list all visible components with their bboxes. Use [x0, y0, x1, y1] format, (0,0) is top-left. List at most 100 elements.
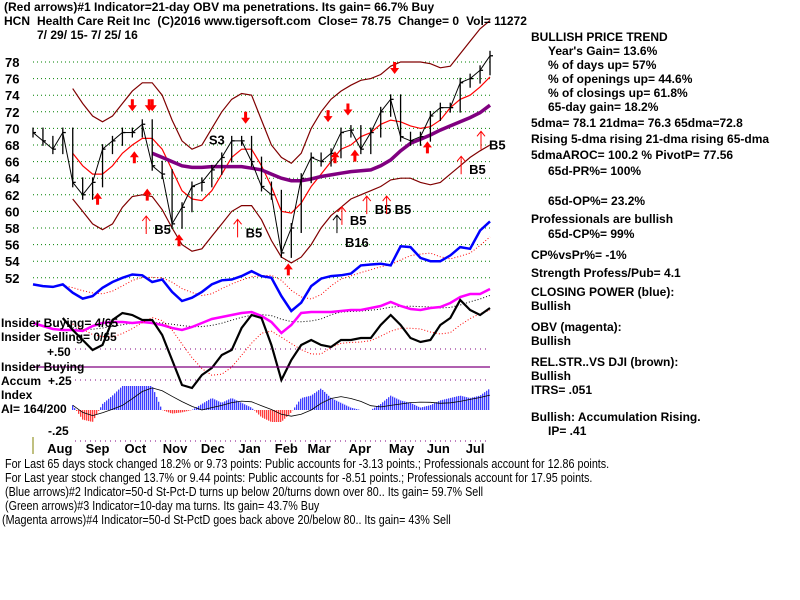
y-tick-label: 76	[5, 72, 19, 87]
sell-arrow-icon	[127, 99, 137, 112]
professionals-status: Professionals are bullish	[531, 212, 674, 226]
pr-65: 65d-PR%= 100%	[548, 164, 642, 178]
price-link	[112, 132, 123, 142]
closing-power-status: Bullish	[531, 299, 572, 313]
price-link	[469, 69, 481, 79]
signal-label: B5	[489, 137, 506, 152]
x-month-label: Apr	[349, 441, 371, 456]
x-month-label: Aug	[47, 441, 72, 456]
signal-arrow-icon	[476, 130, 486, 150]
price-link	[82, 182, 93, 196]
ip-value: IP= .41	[548, 424, 587, 438]
trend-title: BULLISH PRICE TREND	[531, 30, 668, 44]
insider-buying-count: Insider Buying= 4/65	[1, 316, 119, 330]
signal-arrow-icon	[337, 206, 347, 225]
price-link	[449, 82, 461, 108]
x-month-label: Jul	[466, 441, 485, 456]
price-link	[400, 136, 411, 142]
signal-label: B5	[246, 225, 263, 240]
buy-arrow-icon	[142, 188, 152, 201]
price-link	[390, 99, 402, 137]
upper-band-line	[72, 20, 491, 165]
price-link	[72, 182, 84, 196]
accum-label: Accum	[1, 374, 42, 388]
rising-dma: Rising 5-dma rising 21-dma rising 65-dma	[531, 132, 770, 146]
signal-label: S3	[209, 132, 225, 147]
x-month-label: Mar	[308, 441, 331, 456]
price-link	[380, 99, 392, 113]
y-tick-label: 52	[5, 271, 19, 286]
signal-label: B5	[395, 202, 412, 217]
openings-up: % of openings up= 44.6%	[548, 72, 693, 86]
signal-label: B5	[469, 162, 486, 177]
index-label: Index	[1, 388, 33, 402]
y-tick-label: 62	[5, 188, 19, 203]
minus25-label: -.25	[48, 424, 69, 438]
price-link	[430, 107, 441, 117]
footer-blue-arrows: (Blue arrows)#2 Indicator=50-d St-Pct-D …	[5, 485, 484, 499]
buy-arrow-icon	[350, 149, 360, 162]
y-tick-label: 74	[5, 88, 20, 103]
plus50-label: +.50	[47, 345, 71, 359]
itrs: ITRS= .051	[531, 383, 593, 397]
y-tick-label: 56	[5, 238, 19, 253]
y-tick-label: 64	[5, 171, 20, 186]
price-link	[310, 156, 322, 163]
sell-arrow-icon	[147, 99, 157, 112]
x-month-label: Oct	[124, 441, 146, 456]
price-link	[410, 136, 421, 142]
price-link	[211, 157, 223, 171]
y-tick-label: 68	[5, 138, 19, 153]
signal-arrow-icon	[382, 195, 392, 215]
ticker: HCN	[4, 14, 30, 28]
buy-arrow-icon	[93, 192, 103, 205]
y-tick-label: 60	[5, 204, 19, 219]
op-65: 65d-OP%= 23.2%	[548, 194, 646, 208]
relstr-status: Bullish	[531, 369, 572, 383]
x-month-label: Feb	[275, 441, 298, 456]
accum-ma-line	[72, 387, 491, 417]
price-link	[320, 152, 332, 162]
price-link	[340, 129, 352, 134]
price-link	[52, 132, 64, 150]
price-link	[42, 140, 54, 150]
price-link	[360, 132, 372, 150]
cp-vs-pr: CP%vsPr%= -1%	[531, 248, 627, 262]
indicator1-title: (Red arrows)#1 Indicator=21-day OBV ma p…	[4, 0, 435, 14]
price-link	[32, 132, 44, 142]
price-link	[92, 149, 104, 183]
rel-strength-ma-line	[72, 309, 491, 376]
price-link	[290, 178, 302, 229]
company-name: Health Care Reit Inc	[37, 14, 151, 28]
price-link	[460, 78, 471, 84]
price-link	[161, 173, 173, 224]
price-link	[141, 124, 153, 166]
price-link	[62, 132, 74, 183]
y-tick-label: 72	[5, 105, 19, 120]
footer-green-arrows: (Green arrows)#3 Indicator=10-day ma tur…	[5, 499, 320, 513]
x-month-label: May	[389, 441, 415, 456]
signal-label: B5	[154, 222, 171, 237]
ma65-line	[151, 103, 492, 183]
buy-arrow-icon	[129, 151, 139, 164]
strength-ratio: Strength Profess/Pub= 4.1	[531, 266, 681, 280]
date-range: 7/ 29/ 15- 7/ 25/ 16	[37, 28, 138, 42]
price-link	[370, 111, 382, 133]
obv-status: Bullish	[531, 334, 572, 348]
buy-arrow-icon	[283, 263, 293, 276]
price-link	[420, 115, 431, 137]
change: Change= 0	[398, 14, 460, 28]
footer-last-year: For Last year stock changed 13.7% or 9.4…	[5, 471, 593, 485]
rel-strength-line	[61, 298, 491, 390]
signal-arrow-icon	[141, 215, 151, 234]
closing-power-ma-line	[62, 236, 491, 300]
relstr-label: REL.STR..VS DJI (brown):	[531, 355, 679, 369]
accumulation-status: Bullish: Accumulation Rising.	[531, 410, 701, 424]
price-link	[201, 169, 213, 183]
gain-65: 65-day gain= 18.2%	[548, 100, 659, 114]
price-link	[221, 140, 233, 158]
ai-value: AI= 164/200	[1, 402, 67, 416]
sell-arrow-icon	[390, 61, 400, 74]
x-month-label: Jun	[427, 441, 450, 456]
